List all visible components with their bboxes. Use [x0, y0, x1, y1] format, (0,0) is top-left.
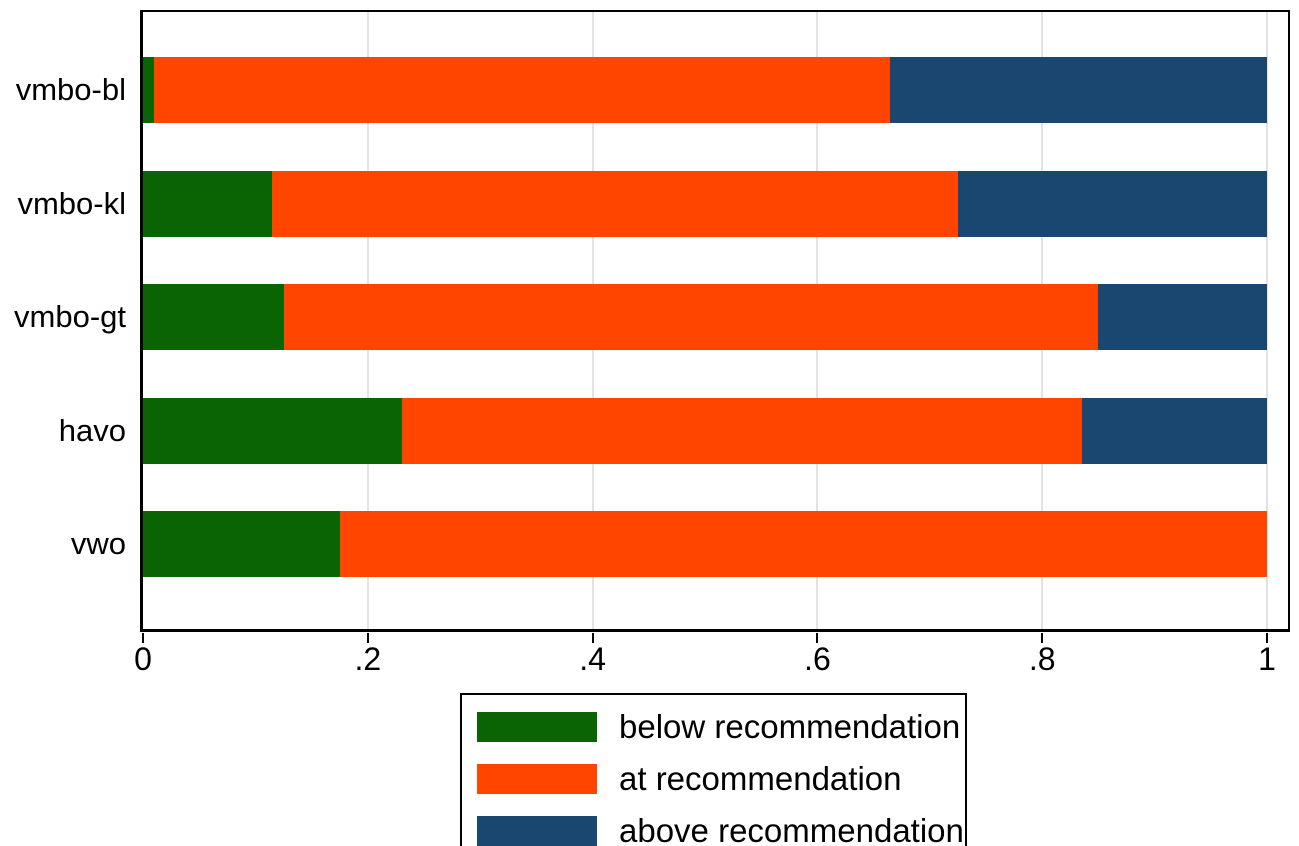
bar-segment-vmbo-gt-below	[143, 284, 284, 350]
bar-segment-vmbo-gt-at	[283, 284, 1099, 350]
bar-segment-vmbo-gt-above	[1098, 284, 1267, 350]
x-tick-0	[142, 633, 144, 643]
bar-row-vmbo-kl	[143, 170, 1267, 237]
legend-label-below: below recommendation	[619, 708, 961, 745]
bar-segment-vwo-below	[143, 511, 340, 577]
x-tick-label-0: 0	[134, 641, 152, 677]
x-tick-1	[1266, 633, 1268, 643]
x-tick-.2	[366, 633, 369, 643]
legend-row: below recommendation	[477, 708, 960, 746]
bar-segment-havo-at	[401, 397, 1082, 464]
bar-segment-vmbo-bl-at	[154, 57, 891, 123]
legend-row: at recommendation	[477, 760, 955, 798]
legend-swatch-above	[477, 816, 597, 846]
plot-area	[140, 10, 1290, 632]
legend: below recommendation at recommendation abo…	[460, 693, 967, 846]
x-tick-label-.6: .6	[804, 641, 831, 677]
legend-swatch-below	[477, 712, 597, 742]
y-axis-label-havo: havo	[58, 412, 126, 448]
bar-row-vmbo-gt	[143, 284, 1267, 350]
bar-row-havo	[143, 397, 1267, 464]
x-tick-.4	[591, 633, 594, 643]
y-axis-label-vmbo-bl: vmbo-bl	[15, 72, 126, 107]
bar-row-vwo	[143, 511, 1267, 577]
bar-row-vmbo-bl	[143, 57, 1267, 123]
legend-label-above: above recommendation	[619, 812, 964, 846]
x-tick-label-1: 1	[1258, 641, 1276, 677]
legend-swatch-at	[477, 764, 597, 794]
y-axis-label-vmbo-gt: vmbo-gt	[14, 299, 126, 334]
x-tick-label-.8: .8	[1028, 641, 1056, 677]
bar-segment-vmbo-kl-at	[272, 170, 958, 237]
y-axis-label-vwo: vwo	[70, 526, 126, 561]
bar-segment-havo-below	[143, 397, 402, 464]
x-tick-.6	[816, 633, 819, 643]
plot-inner	[143, 12, 1288, 629]
gridline-x-1	[1266, 12, 1268, 629]
bar-segment-vwo-at	[339, 511, 1267, 577]
bar-segment-vmbo-bl-above	[890, 57, 1267, 123]
x-tick-label-.2: .2	[354, 641, 382, 677]
bar-segment-vmbo-kl-below	[143, 170, 273, 237]
bar-segment-havo-above	[1081, 397, 1267, 464]
bar-segment-vmbo-kl-above	[957, 170, 1267, 237]
x-tick-label-.4: .4	[579, 641, 606, 677]
bar-segment-vmbo-bl-below	[143, 57, 155, 123]
x-tick-.8	[1041, 633, 1044, 643]
y-axis-label-vmbo-kl: vmbo-kl	[17, 185, 126, 221]
legend-row: above recommendation	[477, 812, 964, 846]
legend-label-at: at recommendation	[619, 760, 902, 797]
